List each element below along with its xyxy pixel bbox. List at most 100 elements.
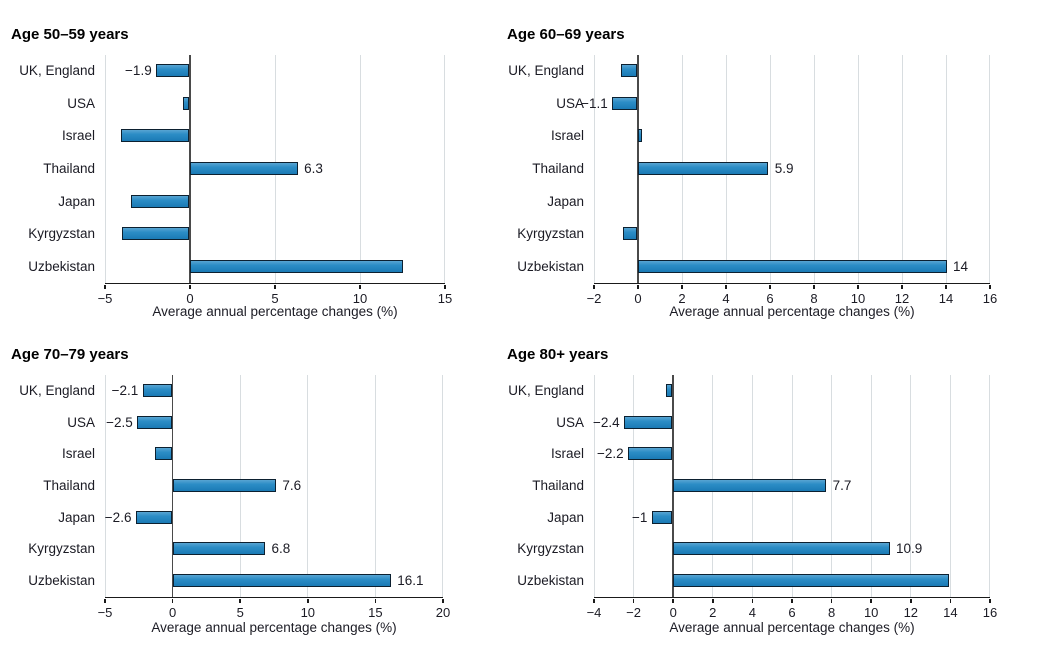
country-label-thailand: Thailand — [532, 478, 584, 493]
tick-label: 2 — [709, 605, 717, 620]
tick-label: 10 — [352, 291, 368, 306]
gridline — [988, 375, 990, 597]
tick-label: 10 — [863, 605, 879, 620]
axis-tick — [374, 598, 377, 603]
bar-uk-england — [142, 383, 172, 397]
tick-label: 10 — [300, 605, 316, 620]
tick-label: 12 — [903, 605, 919, 620]
bar-japan — [135, 510, 172, 524]
country-label-israel: Israel — [61, 446, 95, 462]
axis-tick — [189, 284, 191, 289]
axis-tick — [672, 598, 674, 603]
tick-label: 8 — [827, 605, 836, 620]
bar-usa — [183, 96, 189, 110]
tick-label: 0 — [186, 291, 194, 306]
axis-tick — [359, 284, 361, 289]
value-label: 7.6 — [282, 478, 302, 493]
chart-title: Age 70–79 years — [11, 346, 129, 363]
gridline — [374, 375, 376, 597]
tick-label: 5 — [271, 291, 279, 306]
country-label-thailand: Thailand — [532, 161, 584, 176]
axis-tick — [910, 598, 912, 603]
gridline — [769, 55, 771, 283]
chart-panel-age-60-69: Age 60–69 years −1.1 5.9 14 Average annual… — [500, 0, 1052, 327]
x-axis-label: Average annual percentage changes (%) — [669, 304, 915, 319]
gridline — [359, 55, 361, 283]
axis-tick — [751, 598, 754, 603]
gridline — [988, 55, 990, 283]
axis-tick — [632, 598, 635, 603]
value-label: 10.9 — [896, 541, 923, 557]
value-label: 6.3 — [304, 161, 323, 176]
bar-kyrgyzstan — [673, 542, 890, 556]
axis-tick — [104, 284, 106, 289]
gridline — [104, 375, 106, 597]
bar-thailand — [673, 479, 827, 492]
axis-tick — [239, 598, 241, 603]
tick-label: 0 — [669, 605, 677, 620]
bar-israel — [120, 129, 189, 143]
bar-uk-england — [621, 64, 637, 78]
bar-thailand — [638, 162, 769, 175]
value-label: −2.4 — [593, 414, 620, 430]
gridline — [593, 375, 595, 597]
bar-japan — [130, 194, 189, 208]
value-label: 14 — [953, 258, 969, 274]
plot-area: −1.9 6.3 — [104, 55, 446, 289]
country-label-uzbekistan: Uzbekistan — [28, 573, 95, 589]
gridline — [857, 55, 859, 283]
gridline — [307, 375, 309, 597]
tick-label: 2 — [678, 291, 686, 306]
country-label-uk-england: UK, England — [19, 63, 95, 79]
value-label: 16.1 — [397, 573, 424, 589]
country-label-kyrgyzstan: Kyrgyzstan — [517, 541, 584, 557]
country-label-japan: Japan — [58, 193, 95, 209]
tick-label: −5 — [97, 291, 113, 306]
value-label: −1.1 — [581, 95, 608, 111]
country-label-thailand: Thailand — [43, 478, 95, 493]
axis-tick — [274, 284, 276, 289]
gridline — [443, 55, 445, 283]
x-axis-label: Average annual percentage changes (%) — [151, 620, 397, 635]
chart-panel-age-70-79: Age 70–79 years −2.1 −2.5 7.6 −2.6 6.8 16.1 A… — [0, 320, 500, 655]
axis-tick — [830, 598, 833, 603]
axis-tick — [857, 284, 859, 289]
gridline — [441, 375, 443, 597]
gridline — [813, 55, 815, 283]
chart-title: Age 80+ years — [507, 346, 609, 363]
tick-label: 14 — [938, 291, 954, 306]
bar-kyrgyzstan — [172, 542, 266, 556]
axis-tick — [725, 284, 727, 289]
value-label: 6.8 — [271, 541, 291, 557]
axis-tick — [791, 598, 793, 603]
bar-thailand — [172, 479, 276, 492]
axis-tick — [444, 284, 446, 289]
axis-tick — [442, 598, 444, 603]
gridline — [901, 55, 903, 283]
country-label-uk-england: UK, England — [508, 63, 584, 79]
bar-israel — [638, 129, 642, 143]
tick-label: 0 — [634, 291, 642, 306]
gridline — [104, 55, 106, 283]
axis-tick — [104, 598, 106, 603]
country-label-usa: USA — [67, 414, 95, 430]
gridline — [949, 375, 951, 597]
tick-label: 6 — [766, 291, 774, 306]
bar-uzbekistan — [190, 259, 403, 273]
gridline — [633, 375, 635, 597]
tick-label: −5 — [97, 605, 113, 620]
chart-panel-age-80-plus: Age 80+ years −2.4 −2.2 7.7 −1 10.9 Average … — [500, 320, 1052, 655]
axis-tick — [989, 284, 991, 289]
value-label: −1.9 — [125, 63, 152, 79]
bar-uzbekistan — [673, 574, 949, 588]
gridline — [910, 375, 912, 597]
tick-label: 15 — [368, 605, 383, 620]
tick-label: 4 — [722, 291, 730, 306]
tick-label: 12 — [894, 291, 910, 306]
plot-area: −2.1 −2.5 7.6 −2.6 6.8 16.1 — [104, 375, 444, 603]
country-label-japan: Japan — [547, 509, 584, 525]
chart-panel-age-50-59: Age 50–59 years −1.9 6.3 Average annual p… — [0, 0, 500, 327]
axis-tick — [949, 598, 952, 603]
axis-tick — [593, 284, 595, 289]
